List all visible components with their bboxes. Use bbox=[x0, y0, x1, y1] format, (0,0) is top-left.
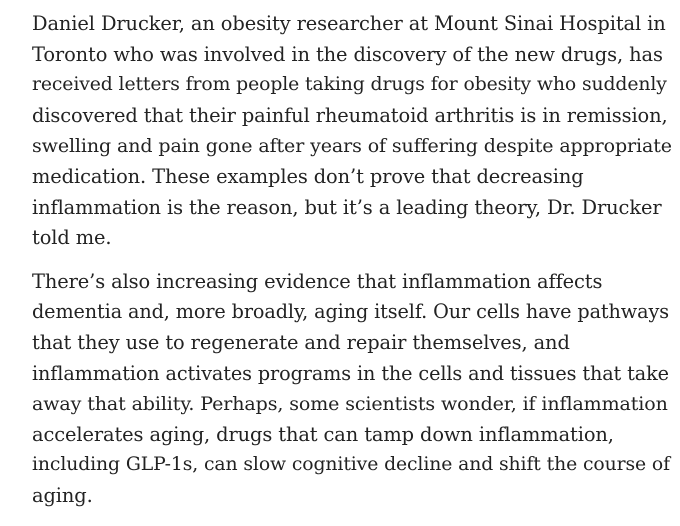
text-line: told me. bbox=[32, 226, 112, 250]
text-line: inflammation is the reason, but it’s a l… bbox=[32, 195, 662, 219]
text-line: including GLP-1s, can slow cognitive dec… bbox=[32, 454, 670, 476]
text-line: away that ability. Perhaps, some scienti… bbox=[32, 393, 668, 416]
text-line: accelerates aging, drugs that can tamp d… bbox=[32, 422, 614, 446]
text-line: swelling and pain gone after years of su… bbox=[32, 135, 672, 158]
text-line: discovered that their painful rheumatoid… bbox=[32, 103, 668, 127]
text-line: medication. These examples don’t prove t… bbox=[32, 164, 584, 188]
article-body: Daniel Drucker, an obesity researcher at… bbox=[32, 9, 672, 512]
paragraph-inflammation-aging: There’s also increasing evidence that in… bbox=[32, 267, 672, 512]
paragraph-drucker: Daniel Drucker, an obesity researcher at… bbox=[32, 9, 672, 254]
text-line: received letters from people taking drug… bbox=[32, 74, 667, 96]
text-line: aging. bbox=[32, 483, 93, 507]
text-line: inflammation activates programs in the c… bbox=[32, 361, 669, 385]
text-line: dementia and, more broadly, aging itself… bbox=[32, 300, 669, 324]
text-line: Toronto who was involved in the discover… bbox=[32, 42, 663, 66]
text-line: Daniel Drucker, an obesity researcher at… bbox=[32, 12, 666, 35]
text-line: that they use to regenerate and repair t… bbox=[32, 330, 570, 354]
text-line: There’s also increasing evidence that in… bbox=[32, 269, 603, 293]
